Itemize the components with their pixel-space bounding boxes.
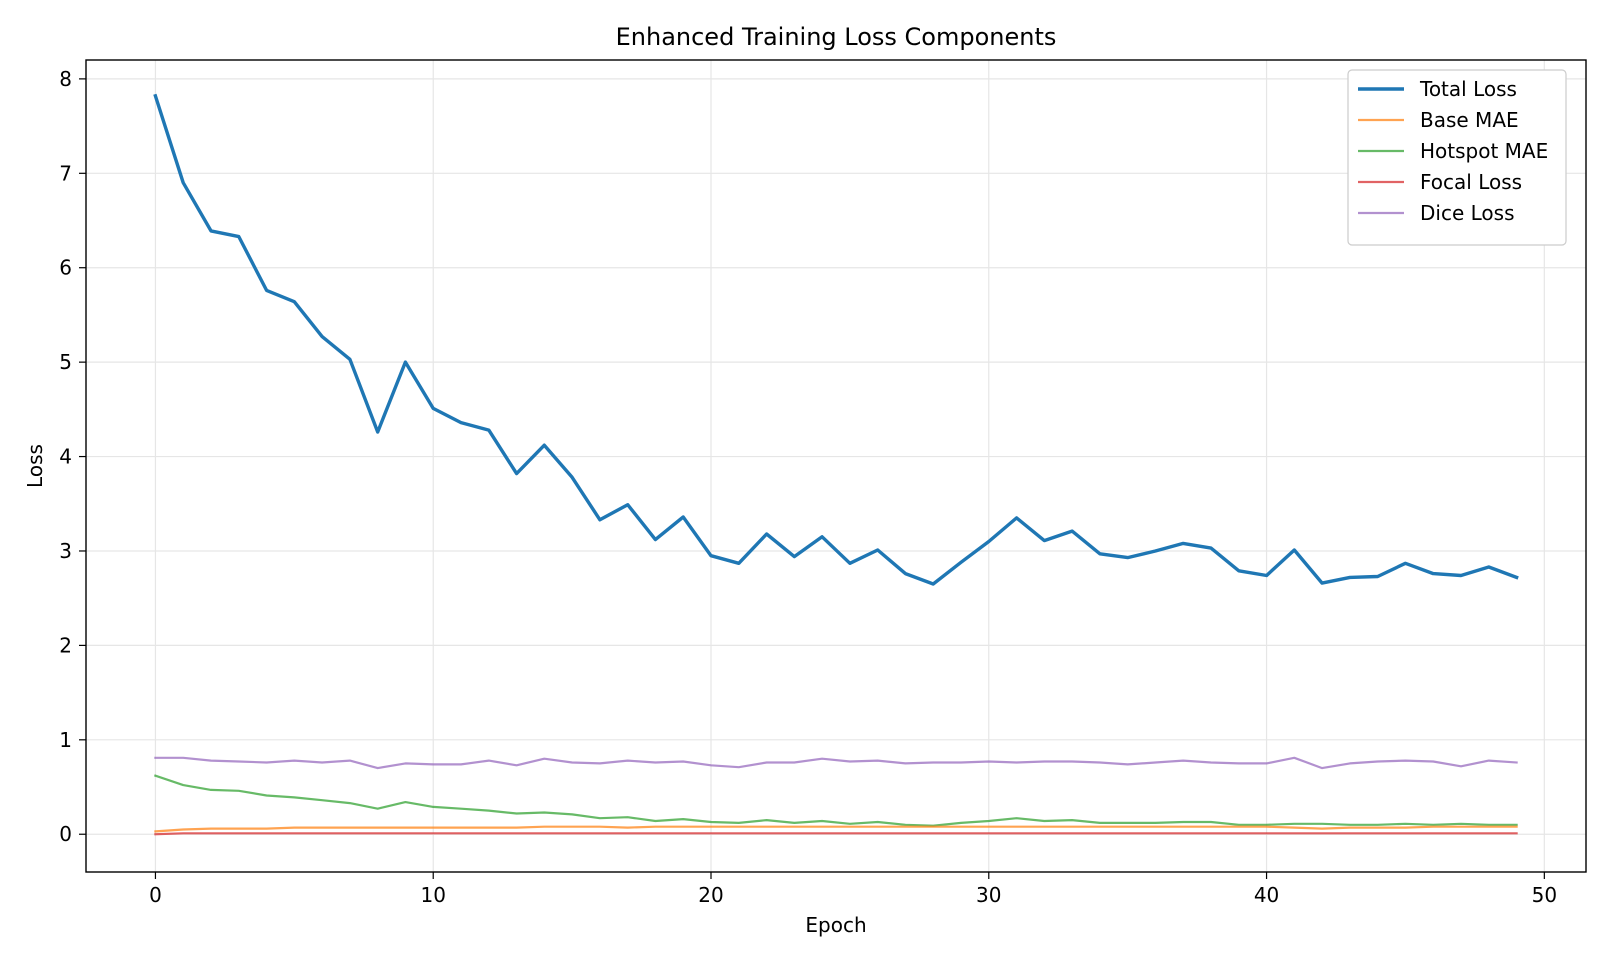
legend-label: Focal Loss	[1420, 170, 1522, 194]
legend-label: Dice Loss	[1420, 201, 1514, 225]
y-axis-label: Loss	[23, 444, 47, 488]
y-tick-label: 4	[59, 445, 72, 469]
y-tick-label: 2	[59, 633, 72, 657]
legend-box	[1347, 69, 1567, 246]
chart-title: Enhanced Training Loss Components	[616, 23, 1057, 51]
x-tick-label: 0	[149, 883, 162, 907]
series-line-total-loss	[153, 93, 1519, 586]
y-tick-label: 8	[59, 67, 72, 91]
x-tick-label: 20	[698, 883, 723, 907]
axes-frame	[85, 59, 1587, 873]
y-tick-label: 5	[59, 350, 72, 374]
x-tick-label: 50	[1532, 883, 1557, 907]
y-axis: 0 1 2 3 4 5 6 7 8	[59, 67, 86, 846]
series-lines	[153, 93, 1519, 836]
series-line-focal-loss	[154, 832, 1518, 836]
x-tick-label: 10	[420, 883, 445, 907]
x-tick-label: 30	[976, 883, 1001, 907]
legend-label: Total Loss	[1419, 77, 1517, 101]
x-axis-label: Epoch	[805, 913, 866, 937]
y-tick-label: 1	[59, 728, 72, 752]
legend: Total Loss Base MAE Hotspot MAE Focal Loss D…	[1347, 69, 1567, 246]
series-line-dice-loss	[154, 756, 1518, 770]
x-tick-label: 40	[1254, 883, 1279, 907]
y-tick-label: 6	[59, 256, 72, 280]
series-line-hotspot-mae	[154, 774, 1518, 827]
series-line-base-mae	[154, 825, 1518, 833]
y-tick-label: 7	[59, 161, 72, 185]
y-tick-label: 3	[59, 539, 72, 563]
y-tick-label: 0	[59, 822, 72, 846]
legend-label: Base MAE	[1420, 108, 1519, 132]
x-axis: 0 10 20 30 40 50	[149, 872, 1557, 907]
legend-label: Hotspot MAE	[1420, 139, 1548, 163]
